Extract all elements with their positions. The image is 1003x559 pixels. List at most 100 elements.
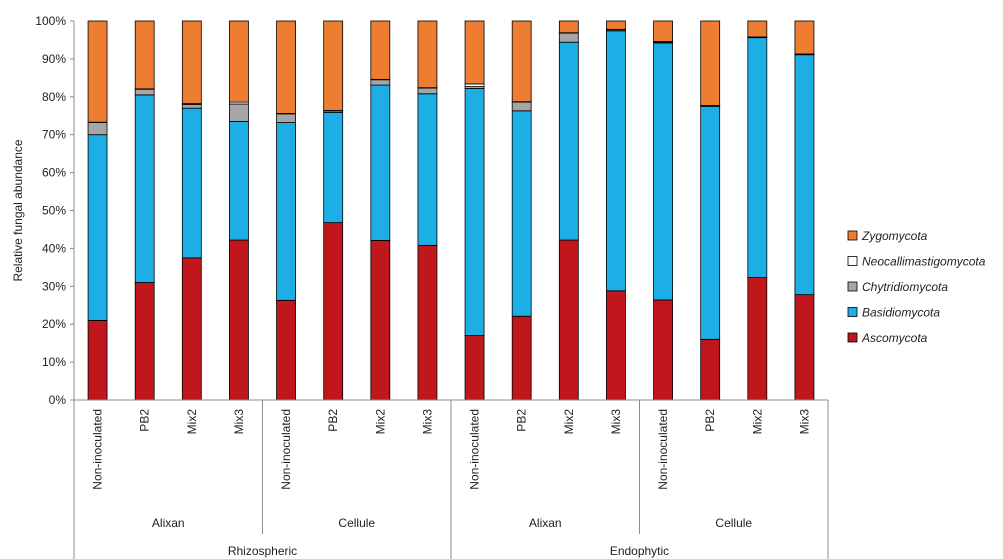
y-tick-label: 50% <box>42 204 66 218</box>
x-category-label: Non-inoculated <box>279 409 293 490</box>
bar-segment-zygomycota <box>700 20 721 106</box>
y-tick-label: 0% <box>49 393 67 407</box>
bar-segment-ascomycota <box>794 294 815 401</box>
bar-segment-basidiomycota <box>464 88 485 336</box>
x-category-label: Non-inoculated <box>656 409 670 490</box>
y-tick-label: 40% <box>42 241 66 255</box>
legend-swatch-basidiomycota <box>847 307 858 317</box>
x-category-label: PB2 <box>703 409 717 432</box>
y-tick-label: 30% <box>42 279 66 293</box>
bar-segment-zygomycota <box>370 20 391 80</box>
y-axis-title-group: Relative fungal abundance <box>11 139 25 281</box>
bar-segment-ascomycota <box>606 290 626 401</box>
bar-segment-basidiomycota <box>370 84 391 241</box>
bar-segment-basidiomycota <box>417 93 438 246</box>
x-category-label: Mix2 <box>373 409 387 435</box>
group-label-level1: Cellule <box>338 516 375 530</box>
bar-segment-ascomycota <box>276 299 296 401</box>
group-label-level1: Alixan <box>152 516 185 530</box>
bar-segment-zygomycota <box>606 20 626 30</box>
bar-segment-basidiomycota <box>747 37 768 278</box>
bar-segment-chytridiomycota <box>181 103 202 109</box>
x-category-label: Mix2 <box>750 409 764 435</box>
legend-label-basidiomycota: Basidiomycota <box>862 306 940 320</box>
bar-segment-basidiomycota <box>229 121 249 241</box>
bar-segment-zygomycota <box>87 20 108 123</box>
y-tick-label: 70% <box>42 128 66 142</box>
bar-segment-chytridiomycota <box>511 101 532 112</box>
y-tick-label: 10% <box>42 355 66 369</box>
x-category-label: Mix2 <box>562 409 576 435</box>
bar-segment-zygomycota <box>276 20 296 114</box>
bar-segment-basidiomycota <box>700 105 721 340</box>
bar-segment-basidiomycota <box>511 110 532 317</box>
bar-segment-ascomycota <box>700 338 721 401</box>
bar-segment-basidiomycota <box>606 30 626 292</box>
y-tick-label: 90% <box>42 52 66 66</box>
bar-segment-ascomycota <box>134 282 155 401</box>
bar-segment-ascomycota <box>511 315 532 401</box>
x-category-label: Non-inoculated <box>91 409 105 490</box>
bar-segment-zygomycota <box>511 20 532 103</box>
group-label-level2: Rhizospheric <box>228 544 297 558</box>
bar-segment-basidiomycota <box>558 41 579 241</box>
y-tick-label: 80% <box>42 90 66 104</box>
bar-segment-zygomycota <box>558 20 579 34</box>
bar-segment-chytridiomycota <box>417 87 438 95</box>
y-axis-ticks: 0% 10% 20% 30% 40% 50% 60% 70% 80% 90% 100% <box>35 14 74 407</box>
bar-segment-zygomycota <box>794 20 815 55</box>
legend-label-neocallimastigomycota: Neocallimastigomycota <box>862 255 986 269</box>
x-category-label: PB2 <box>138 409 152 432</box>
y-axis-title: Relative fungal abundance <box>11 139 25 281</box>
bar-segment-zygomycota <box>747 20 768 38</box>
bar-segment-ascomycota <box>558 239 579 401</box>
bar-segment-zygomycota <box>323 20 344 111</box>
bar-segment-ascomycota <box>653 299 673 401</box>
group-label-level2: Endophytic <box>610 544 669 558</box>
bar-segment-zygomycota <box>464 20 485 85</box>
x-axis-labels: Non-inoculated PB2 Mix2 Mix3 Non-inoculated P… <box>91 409 812 558</box>
bar-segment-zygomycota <box>181 20 202 105</box>
legend-swatch-zygomycota <box>847 230 858 241</box>
bar-segment-chytridiomycota <box>229 103 249 122</box>
bar-segment-ascomycota <box>229 239 249 401</box>
bar-segment-ascomycota <box>370 240 391 401</box>
legend-swatch-neocallimastigomycota <box>847 256 858 266</box>
bar-segment-ascomycota <box>747 277 768 401</box>
y-tick-label: 20% <box>42 317 66 331</box>
axis-lines <box>73 21 829 559</box>
legend-label-chytridiomycota: Chytridiomycota <box>862 280 948 294</box>
bar-segment-zygomycota <box>417 20 438 89</box>
bar-segment-chytridiomycota <box>370 79 391 86</box>
x-category-label: Mix3 <box>609 409 623 435</box>
bar-segment-basidiomycota <box>87 134 108 321</box>
x-category-label: PB2 <box>326 409 340 432</box>
bar-segment-zygomycota <box>229 20 249 103</box>
bar-segment-basidiomycota <box>794 54 815 296</box>
bar-segment-zygomycota <box>653 20 673 42</box>
bar-segment-zygomycota <box>134 20 155 90</box>
x-category-label: Non-inoculated <box>468 409 482 490</box>
bar-segment-chytridiomycota <box>134 88 155 96</box>
legend-label-ascomycota: Ascomycota <box>861 331 928 345</box>
x-category-label: PB2 <box>515 409 529 432</box>
legend: Zygomycota Neocallimastigomycota Chytridio… <box>847 229 986 345</box>
bar-segment-chytridiomycota <box>276 113 296 123</box>
bar-segment-basidiomycota <box>181 107 202 259</box>
bar-segment-chytridiomycota <box>87 122 108 136</box>
y-tick-label: 60% <box>42 166 66 180</box>
legend-label-zygomycota: Zygomycota <box>861 229 928 243</box>
bar-segment-ascomycota <box>464 335 485 401</box>
x-category-label: Mix3 <box>232 409 246 435</box>
bar-segment-ascomycota <box>323 222 344 401</box>
bar-segment-basidiomycota <box>653 42 673 301</box>
legend-swatch-chytridiomycota <box>847 281 858 292</box>
bar-segment-ascomycota <box>417 244 438 401</box>
group-label-level1: Alixan <box>529 516 562 530</box>
legend-swatch-ascomycota <box>847 332 858 343</box>
bars-group <box>87 20 815 401</box>
x-category-label: Mix3 <box>420 409 434 435</box>
bar-segment-chytridiomycota <box>558 32 579 43</box>
